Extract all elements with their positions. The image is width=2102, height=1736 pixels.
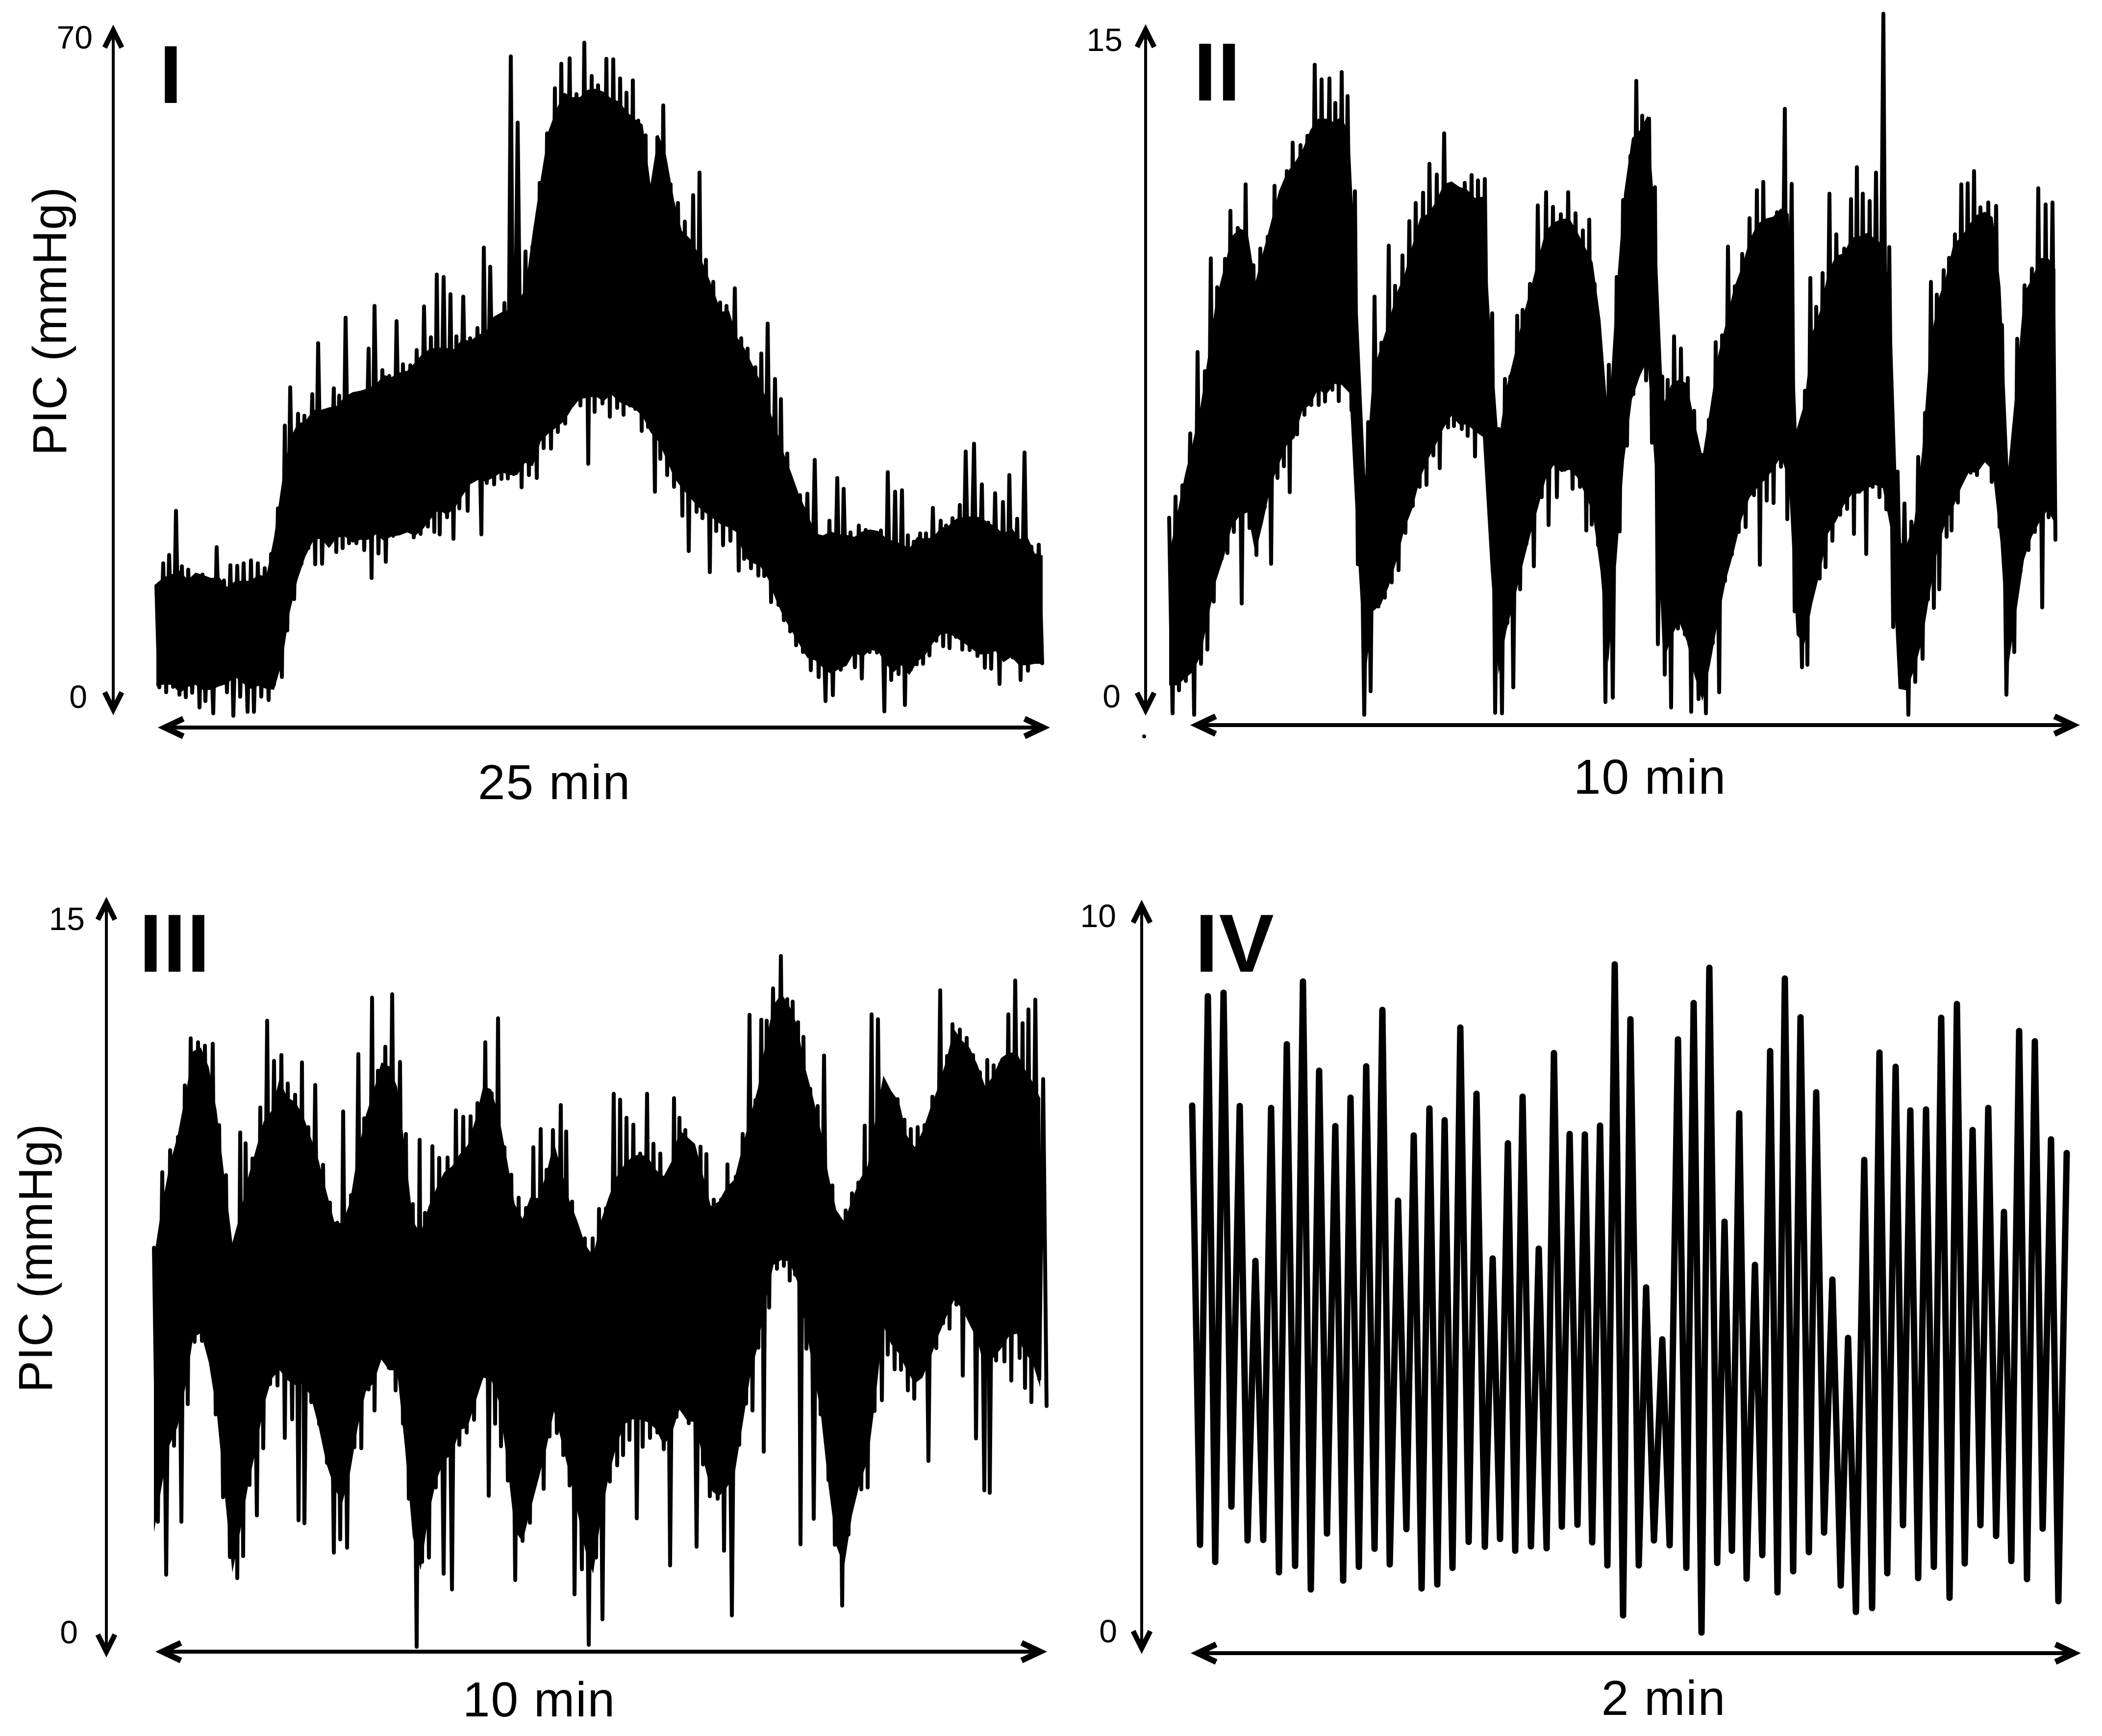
svg-text:PIC (mmHg): PIC (mmHg) xyxy=(9,1124,62,1393)
svg-text:25 min: 25 min xyxy=(478,755,631,810)
svg-text:PIC (mmHg): PIC (mmHg) xyxy=(23,187,76,456)
svg-text:15: 15 xyxy=(1087,22,1123,58)
svg-text:0: 0 xyxy=(1102,678,1121,714)
svg-text:10 min: 10 min xyxy=(463,1672,616,1727)
svg-text:15: 15 xyxy=(49,901,85,937)
svg-text:IV: IV xyxy=(1195,897,1275,989)
svg-text:III: III xyxy=(139,897,211,989)
svg-text:2 min: 2 min xyxy=(1602,1671,1727,1726)
svg-text:0: 0 xyxy=(1099,1613,1117,1649)
svg-text:10: 10 xyxy=(1080,898,1116,934)
svg-text:I: I xyxy=(159,28,183,121)
svg-text:70: 70 xyxy=(57,19,93,55)
svg-text:II: II xyxy=(1194,26,1241,118)
svg-text:0: 0 xyxy=(60,1614,78,1650)
svg-text:0: 0 xyxy=(69,679,87,715)
svg-text:10 min: 10 min xyxy=(1574,750,1727,805)
